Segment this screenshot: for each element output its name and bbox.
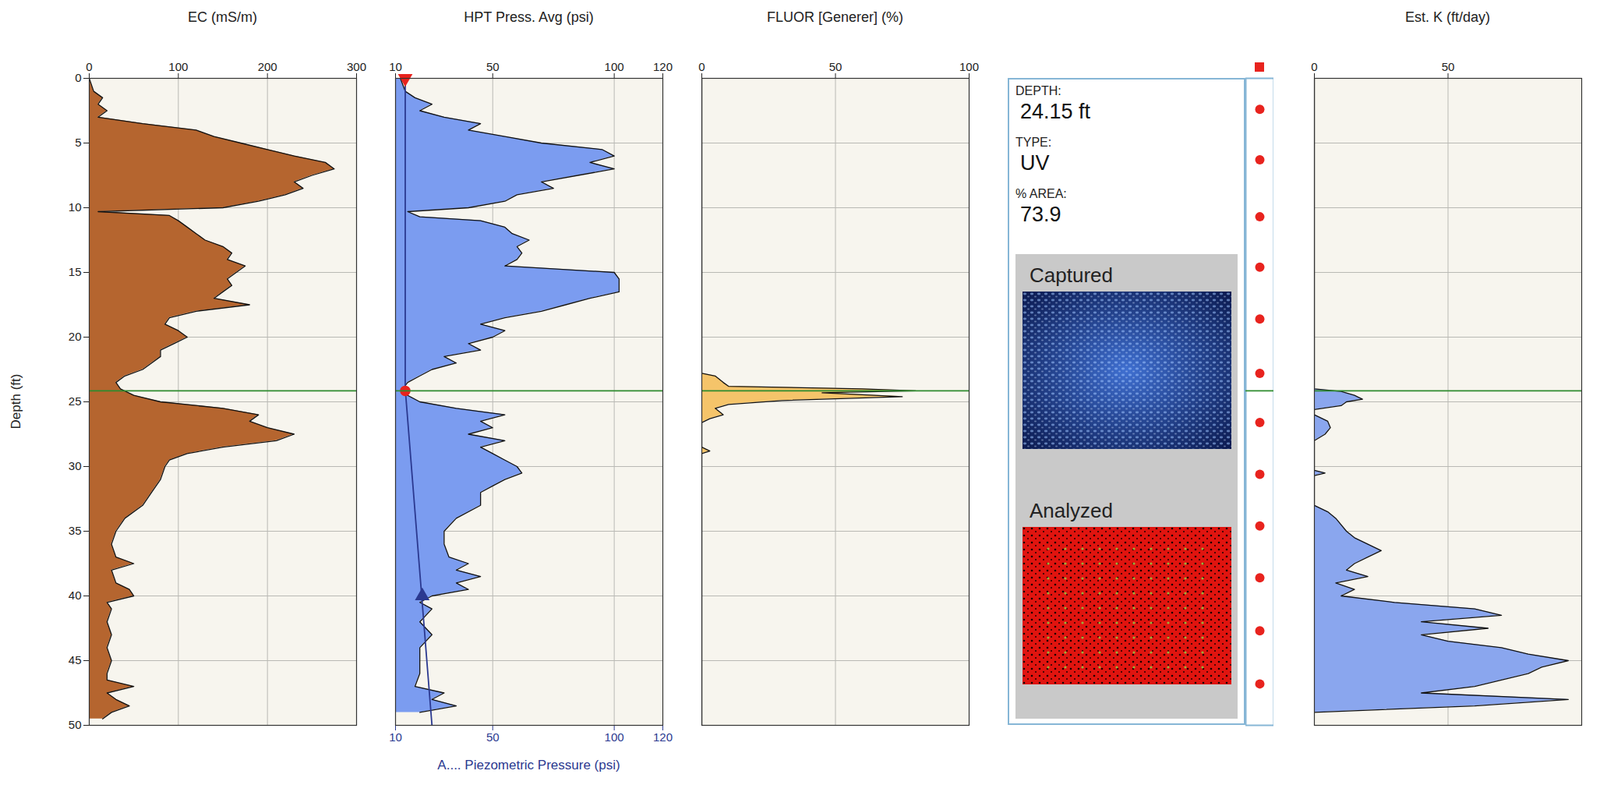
svg-text:10: 10: [388, 730, 403, 744]
svg-text:120: 120: [653, 730, 673, 744]
html-text:Est. K (ft/day): Est. K (ft/day): [1405, 9, 1491, 25]
svg-text:5: 5: [74, 135, 82, 149]
svg-text:0: 0: [698, 60, 705, 74]
svg-text:0: 0: [1310, 60, 1318, 74]
html-text:TYPE:: TYPE:: [1015, 135, 1052, 149]
html-text:Captured: Captured: [1029, 263, 1113, 287]
html-text:DEPTH:: DEPTH:: [1015, 84, 1062, 98]
svg-text:50: 50: [68, 717, 82, 732]
svg-text:20: 20: [68, 329, 82, 343]
svg-text:10: 10: [388, 60, 403, 74]
svg-text:100: 100: [604, 730, 625, 744]
html-text:Depth (ft): Depth (ft): [8, 373, 24, 429]
html-text:UV: UV: [1020, 151, 1050, 175]
svg-text:45: 45: [68, 653, 82, 667]
svg-text:200: 200: [257, 60, 278, 74]
svg-text:35: 35: [68, 523, 82, 537]
html-text:A.... Piezometric Pressure (ps: A.... Piezometric Pressure (psi): [437, 757, 621, 773]
svg-text:0: 0: [85, 60, 92, 74]
html-text:EC (mS/m): EC (mS/m): [187, 9, 258, 25]
svg-text:100: 100: [168, 60, 188, 74]
html-text:FLUOR [Generer] (%): FLUOR [Generer] (%): [766, 9, 904, 25]
svg-text:100: 100: [604, 60, 625, 74]
svg-text:50: 50: [486, 60, 500, 74]
svg-text:30: 30: [68, 459, 82, 473]
svg-text:40: 40: [68, 588, 82, 602]
svg-text:50: 50: [829, 60, 843, 74]
svg-text:120: 120: [653, 60, 673, 74]
html-text:Analyzed: Analyzed: [1029, 498, 1113, 523]
svg-text:25: 25: [68, 394, 82, 408]
html-text:% AREA:: % AREA:: [1015, 187, 1067, 201]
svg-text:300: 300: [346, 60, 367, 74]
html-text:24.15 ft: 24.15 ft: [1020, 99, 1091, 124]
svg-text:50: 50: [1441, 60, 1456, 74]
svg-text:15: 15: [68, 264, 82, 279]
html-text:73.9: 73.9: [1020, 202, 1062, 227]
svg-text:50: 50: [486, 730, 500, 744]
svg-text:0: 0: [74, 70, 82, 85]
html-text:HPT Press. Avg (psi): HPT Press. Avg (psi): [463, 9, 594, 25]
svg-text:10: 10: [68, 200, 82, 214]
svg-text:100: 100: [959, 60, 979, 74]
